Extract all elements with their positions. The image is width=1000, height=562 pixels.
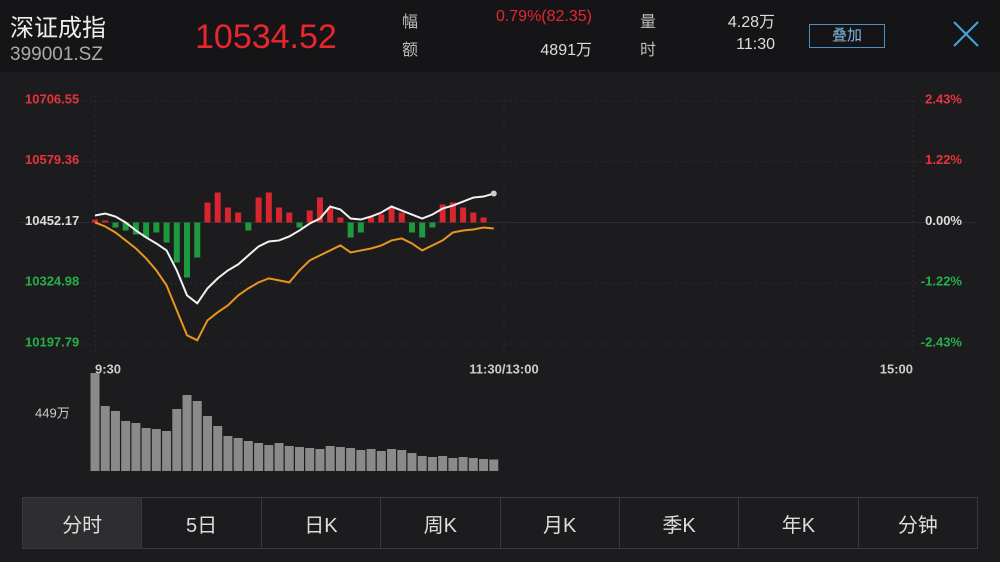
volume-bar [346, 448, 356, 471]
y-right-label: 2.43% [925, 91, 962, 106]
volume-bar [448, 458, 458, 471]
volume-bar [427, 457, 437, 471]
volume-bar [284, 446, 294, 471]
overlay-button[interactable]: 叠加 [809, 24, 885, 48]
stat-value: 4891万 [540, 42, 592, 59]
volume-bar [223, 436, 233, 471]
volume-bar [131, 423, 141, 471]
price-line [94, 192, 495, 305]
x-tick-label: 11:30/13:00 [469, 361, 538, 376]
volume-bar [356, 450, 366, 471]
tab[interactable]: 5日 [142, 498, 262, 548]
volume-bar [438, 456, 448, 471]
volume-bar [100, 406, 110, 471]
y-right-label: -1.22% [921, 274, 963, 289]
tab[interactable]: 分钟 [897, 514, 938, 537]
volume-bar [366, 449, 376, 471]
volume-bar [213, 426, 223, 471]
x-tick-label: 15:00 [880, 361, 913, 376]
volume-bar [468, 458, 478, 471]
header: 深证成指 399001.SZ 10534.52 叠加 幅 0.79%(82.35)… [0, 0, 1000, 72]
y-right-label: 0.00% [925, 213, 962, 228]
volume-bar [172, 409, 182, 471]
price-line [94, 221, 494, 342]
y-tick-label: 10197.79 [25, 334, 79, 349]
volume-bar [141, 428, 151, 471]
volume-bar [397, 450, 407, 471]
volume-bar [233, 438, 243, 471]
tab[interactable]: 月K [501, 498, 620, 548]
volume-bar [376, 451, 386, 471]
volume-bar [110, 411, 120, 471]
volume-bar [417, 456, 427, 471]
y-right-label: -2.43% [921, 334, 963, 349]
chart: 10706.55 2.43% 10579.36 1.22% 10452.17 0.00% 1… [20, 91, 975, 471]
y-tick-label: 10324.98 [25, 274, 79, 289]
stat-label: 量 [640, 14, 657, 31]
volume-bar [325, 446, 335, 471]
volume-bar [305, 448, 315, 471]
volume-bar [479, 459, 489, 471]
volume-bar [162, 431, 172, 471]
y-tick-label: 10579.36 [25, 152, 79, 167]
volume-bar [274, 443, 284, 471]
x-tick-label: 9:30 [95, 361, 121, 376]
volume-bar [407, 453, 417, 471]
volume-bar [182, 395, 192, 471]
volume-bar [315, 449, 325, 471]
volume-bar [335, 447, 345, 471]
tab[interactable]: 季K [620, 498, 740, 548]
y-tick-label: 10452.17 [25, 213, 79, 228]
stat-label: 额 [402, 42, 419, 59]
close-button[interactable] [952, 20, 980, 48]
tab[interactable]: 周K [381, 498, 501, 548]
period-tabs: 分时 5日 日K 周K 月K 季K 年K 分钟 [22, 497, 978, 549]
price: 10534.52 [195, 18, 337, 56]
volume-bar [192, 401, 202, 471]
tab[interactable]: 分时 [23, 498, 143, 548]
volume-bar [458, 457, 468, 471]
volume-bar [264, 445, 274, 471]
volume-bar [121, 421, 131, 471]
volume-bar [243, 441, 253, 471]
index-code: 399001.SZ [10, 44, 103, 65]
y-right-label: 1.22% [925, 152, 962, 167]
volume-bar [295, 447, 304, 471]
volume-bar [254, 443, 264, 471]
stat-label: 时 [640, 42, 657, 59]
volume-tick-label: 449万 [35, 406, 70, 421]
stat-value: 11:30 [736, 36, 775, 53]
volume-bar [90, 373, 100, 471]
tab[interactable]: 年K [739, 498, 859, 548]
stat-value: 0.79%(82.35) [495, 8, 592, 25]
stat-label: 幅 [402, 14, 419, 31]
volume-bar [489, 459, 499, 471]
y-tick-label: 10706.55 [25, 91, 79, 106]
volume-bar [387, 449, 397, 471]
last-point [490, 190, 497, 197]
index-name: 深证成指 [10, 15, 106, 42]
tab[interactable]: 日K [262, 498, 382, 548]
volume-bar [151, 429, 161, 471]
stat-value: 4.28万 [727, 14, 775, 31]
volume-bar [202, 416, 212, 471]
